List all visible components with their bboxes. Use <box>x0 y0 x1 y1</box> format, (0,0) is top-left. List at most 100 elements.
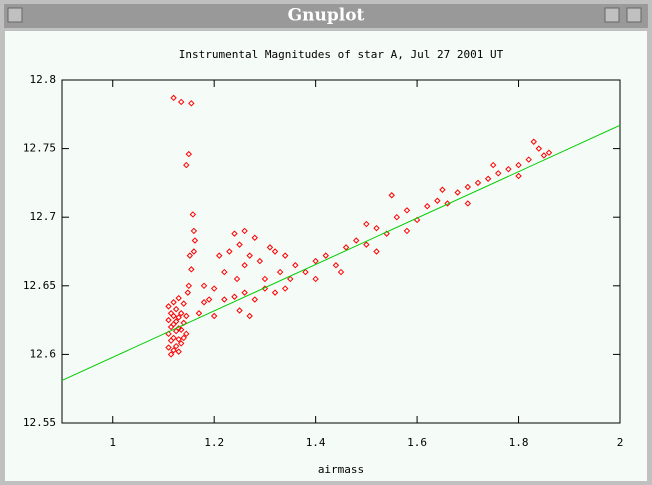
data-point <box>489 161 497 169</box>
data-point <box>165 316 172 324</box>
data-point <box>332 262 340 269</box>
title-bar <box>4 4 648 28</box>
data-point <box>525 156 532 163</box>
data-point <box>216 252 223 259</box>
data-point <box>312 257 319 265</box>
data-point <box>221 268 228 276</box>
data-point <box>167 351 175 358</box>
data-point <box>188 100 195 107</box>
data-point <box>322 252 329 259</box>
data-point <box>312 275 319 283</box>
plot-frame <box>61 79 621 424</box>
data-point <box>246 252 253 259</box>
data-point <box>484 175 492 182</box>
data-point <box>302 268 309 276</box>
data-point <box>388 192 395 199</box>
data-point <box>170 299 177 306</box>
data-point <box>515 172 522 180</box>
data-point <box>200 299 208 306</box>
data-point <box>165 344 172 351</box>
data-point <box>185 150 193 158</box>
y-tick-label: 12.6 <box>30 347 57 360</box>
data-point <box>184 289 192 296</box>
data-point <box>464 200 472 207</box>
data-point <box>353 237 360 244</box>
data-point <box>175 336 182 343</box>
data-point <box>231 293 238 300</box>
data-point <box>178 310 185 317</box>
data-point <box>241 262 248 269</box>
data-point <box>251 234 258 241</box>
x-tick-label: 1.4 <box>306 436 326 449</box>
y-tick-label: 12.8 <box>30 73 57 86</box>
data-point <box>221 296 228 303</box>
data-point <box>175 348 182 355</box>
data-point <box>172 342 180 350</box>
y-tick-label: 12.55 <box>23 416 56 429</box>
data-point <box>200 282 208 290</box>
data-point <box>205 296 213 303</box>
data-point <box>210 285 218 292</box>
data-point <box>172 318 180 325</box>
data-point <box>276 268 284 276</box>
data-point <box>292 262 299 269</box>
data-point <box>175 294 182 302</box>
data-point <box>261 285 269 292</box>
data-point <box>363 241 370 248</box>
x-tick-label: 1.2 <box>204 436 224 449</box>
data-point <box>505 165 512 173</box>
menu-button[interactable] <box>7 7 23 23</box>
data-point <box>191 237 199 244</box>
data-point <box>530 138 537 145</box>
data-point <box>190 227 198 235</box>
data-point <box>373 248 380 255</box>
data-point <box>424 203 431 210</box>
data-point <box>185 282 193 290</box>
data-point <box>170 347 177 354</box>
data-point <box>271 248 279 255</box>
data-point <box>178 326 185 333</box>
minimize-button[interactable] <box>604 7 620 23</box>
data-point <box>180 334 187 342</box>
y-tick-label: 12.65 <box>23 279 56 292</box>
data-point <box>180 319 187 327</box>
x-tick-label: 2 <box>617 436 624 449</box>
data-point <box>226 248 233 255</box>
x-tick-label: 1.8 <box>509 436 529 449</box>
data-point <box>178 98 185 106</box>
data-point <box>454 189 461 196</box>
data-point <box>183 330 190 338</box>
data-point <box>403 227 411 235</box>
data-point <box>266 244 274 251</box>
data-point <box>337 268 345 276</box>
data-point <box>231 230 238 237</box>
data-point <box>236 241 243 248</box>
data-point <box>172 305 180 313</box>
data-point <box>246 312 253 320</box>
data-point <box>464 183 472 191</box>
data-point <box>170 312 177 320</box>
data-point <box>495 170 502 177</box>
data-point <box>183 312 190 320</box>
data-point <box>515 161 522 169</box>
data-point <box>281 252 289 259</box>
data-point <box>271 289 279 296</box>
data-point <box>251 296 258 303</box>
x-tick-label: 1.6 <box>407 436 427 449</box>
data-point <box>540 152 548 159</box>
data-point <box>281 285 289 292</box>
data-point <box>175 314 182 321</box>
data-point <box>342 244 350 251</box>
data-point <box>210 312 218 320</box>
data-point <box>545 149 553 156</box>
window-title: Gnuplot <box>288 6 365 26</box>
data-point <box>180 300 187 307</box>
data-point <box>170 334 177 342</box>
fit-line <box>61 124 621 381</box>
maximize-button[interactable] <box>626 7 642 23</box>
plot-canvas <box>5 31 647 481</box>
data-point <box>186 252 194 259</box>
data-point <box>439 186 446 193</box>
